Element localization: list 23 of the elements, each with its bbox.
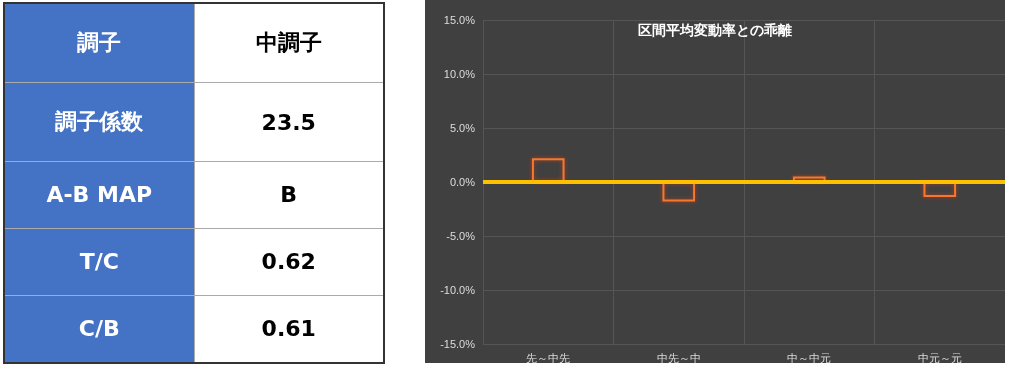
text: 0.61 [194, 295, 384, 363]
y-tick-label: 0.0% [449, 176, 476, 188]
bar [792, 176, 826, 182]
chart-title: 区間平均変動率との乖離 [638, 22, 792, 38]
text: 調子係数 [4, 82, 194, 162]
x-tick-label: 先～中先 [526, 351, 571, 364]
text: 0.62 [194, 228, 384, 296]
text: C/B [4, 295, 194, 363]
text: B [194, 161, 384, 229]
x-tick-label: 中元～元 [917, 351, 962, 364]
x-tick-label: 中～中元 [787, 351, 832, 364]
text: 中調子 [194, 3, 384, 83]
text: T/C [4, 228, 194, 296]
x-tick-label: 中先～中 [656, 351, 701, 364]
text: 調子 [4, 3, 194, 83]
text: A-B MAP [4, 161, 194, 229]
y-tick-label: -5.0% [446, 230, 476, 242]
y-tick-label: 5.0% [449, 122, 476, 134]
y-tick-label: 10.0% [443, 68, 476, 80]
text: 23.5 [194, 82, 384, 162]
y-tick-label: -10.0% [440, 284, 476, 296]
y-tick-label: -15.0% [440, 338, 476, 350]
y-tick-label: 15.0% [443, 14, 476, 26]
